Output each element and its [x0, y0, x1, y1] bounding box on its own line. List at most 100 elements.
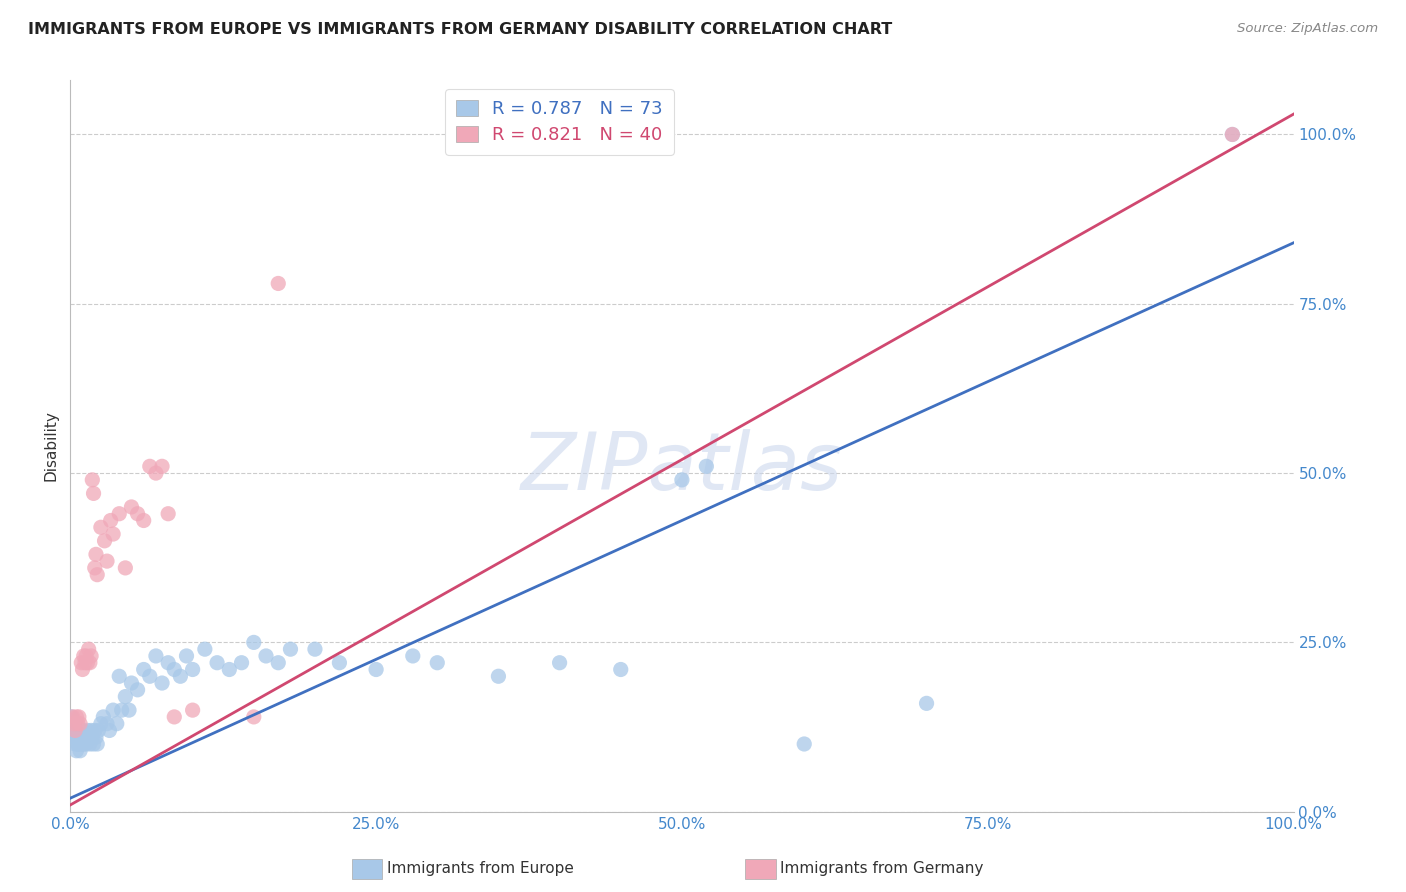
Point: [73, 648, 96, 663]
Text: IMMIGRANTS FROM EUROPE VS IMMIGRANTS FROM GERMANY DISABILITY CORRELATION CHART: IMMIGRANTS FROM EUROPE VS IMMIGRANTS FRO…: [28, 22, 893, 37]
Point: [80, 648, 103, 663]
Point: [69, 723, 91, 738]
Point: [65, 710, 87, 724]
Point: [72, 730, 94, 744]
Point: [70, 656, 93, 670]
Point: [194, 642, 217, 657]
Point: [108, 507, 131, 521]
Point: [79, 737, 101, 751]
Point: [488, 669, 510, 683]
Point: [67, 737, 90, 751]
Point: [157, 507, 180, 521]
Point: [280, 642, 302, 657]
Point: [63, 737, 86, 751]
Point: [157, 656, 180, 670]
Point: [69, 716, 91, 731]
Point: [111, 703, 134, 717]
Point: [231, 656, 253, 670]
Point: [63, 723, 86, 738]
Point: [84, 547, 107, 561]
Point: [169, 669, 191, 683]
Point: [366, 663, 388, 677]
Point: [66, 723, 89, 738]
Point: [96, 554, 118, 568]
Point: [132, 663, 155, 677]
Point: [87, 723, 110, 738]
Point: [90, 716, 112, 731]
Point: [108, 669, 131, 683]
Point: [63, 716, 86, 731]
Point: [76, 656, 98, 670]
Text: Immigrants from Europe: Immigrants from Europe: [387, 862, 574, 876]
Point: [254, 648, 277, 663]
Point: [118, 703, 141, 717]
Point: [96, 716, 118, 731]
Point: [121, 500, 143, 514]
Point: [83, 723, 105, 738]
Point: [91, 710, 114, 724]
Point: [73, 737, 96, 751]
Point: [127, 507, 149, 521]
Point: [267, 656, 290, 670]
Point: [163, 710, 186, 724]
Point: [671, 473, 693, 487]
Point: [63, 730, 86, 744]
Point: [76, 723, 98, 738]
Point: [1222, 128, 1244, 142]
Point: [90, 520, 112, 534]
Point: [67, 730, 90, 744]
Point: [548, 656, 571, 670]
Point: [79, 656, 101, 670]
Y-axis label: Disability: Disability: [44, 410, 59, 482]
Point: [82, 730, 104, 744]
Point: [60, 710, 83, 724]
Point: [176, 648, 198, 663]
Point: [915, 697, 938, 711]
Point: [132, 514, 155, 528]
Point: [62, 710, 84, 724]
Point: [218, 663, 240, 677]
Point: [75, 648, 97, 663]
Point: [65, 744, 87, 758]
Text: Source: ZipAtlas.com: Source: ZipAtlas.com: [1237, 22, 1378, 36]
Point: [127, 682, 149, 697]
Point: [101, 527, 124, 541]
Point: [84, 730, 107, 744]
Point: [83, 561, 105, 575]
Point: [139, 669, 162, 683]
Point: [66, 716, 89, 731]
Point: [86, 737, 108, 751]
Point: [82, 473, 104, 487]
Point: [83, 486, 105, 500]
Point: [72, 723, 94, 738]
Point: [73, 730, 96, 744]
Point: [75, 737, 97, 751]
Point: [101, 703, 124, 717]
Point: [426, 656, 449, 670]
Point: [181, 703, 204, 717]
Point: [93, 533, 115, 548]
Point: [114, 690, 136, 704]
Point: [1222, 128, 1244, 142]
Point: [86, 567, 108, 582]
Point: [77, 730, 100, 744]
Point: [72, 663, 94, 677]
Point: [695, 459, 717, 474]
Legend: R = 0.787   N = 73, R = 0.821   N = 40: R = 0.787 N = 73, R = 0.821 N = 40: [446, 89, 673, 154]
Point: [163, 663, 186, 677]
Point: [70, 737, 93, 751]
Point: [139, 459, 162, 474]
Point: [100, 514, 122, 528]
Point: [243, 710, 266, 724]
Point: [243, 635, 266, 649]
Point: [69, 744, 91, 758]
Point: [83, 737, 105, 751]
Point: [63, 716, 86, 731]
Point: [63, 723, 86, 738]
Point: [98, 723, 121, 738]
Point: [267, 277, 290, 291]
Point: [145, 466, 167, 480]
Point: [402, 648, 425, 663]
Point: [62, 716, 84, 731]
Point: [145, 648, 167, 663]
